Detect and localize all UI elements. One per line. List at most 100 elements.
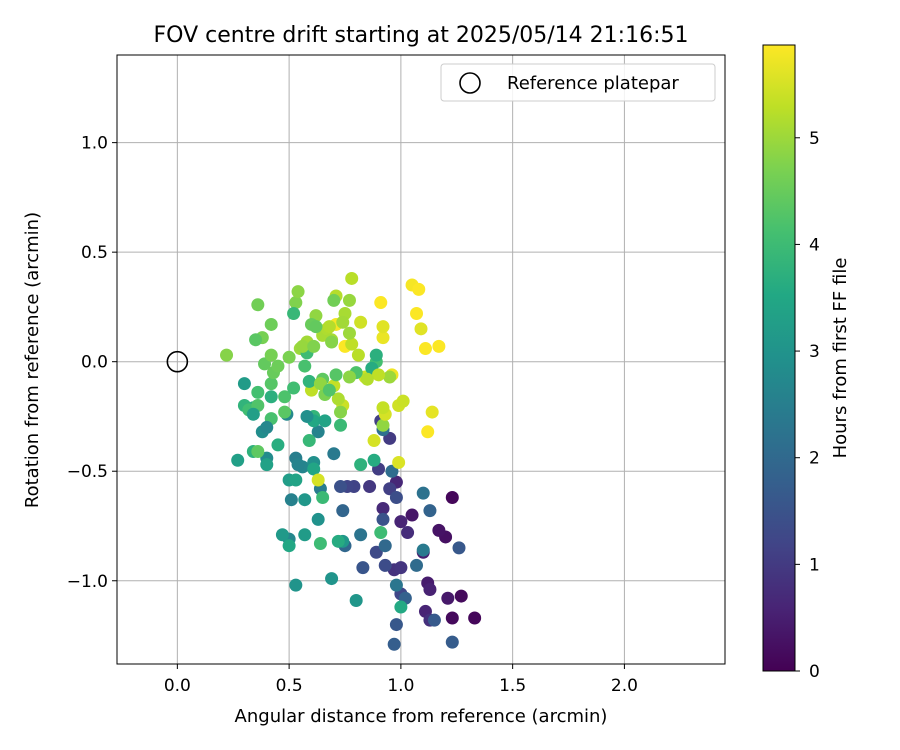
data-point [374, 526, 388, 540]
x-axis-label: Angular distance from reference (arcmin) [235, 706, 608, 727]
legend-marker [459, 72, 481, 94]
data-point [260, 420, 274, 434]
data-point [336, 315, 350, 329]
data-point [423, 583, 437, 597]
data-point [345, 337, 359, 351]
y-tick-label: 0.5 [81, 243, 108, 263]
data-point [334, 418, 348, 432]
data-point [410, 558, 424, 572]
data-point [342, 326, 356, 340]
data-point [311, 473, 325, 487]
data-point [334, 405, 348, 419]
data-point [322, 383, 336, 397]
data-point [287, 381, 301, 395]
data-point [367, 434, 381, 448]
data-point [374, 296, 388, 310]
y-tick-label: −0.5 [67, 462, 108, 482]
data-point [376, 501, 390, 515]
colorbar-tick-label: 2 [809, 449, 820, 469]
data-point [331, 534, 345, 548]
data-point [416, 543, 430, 557]
data-point [302, 374, 316, 388]
data-point [452, 541, 466, 555]
colorbar-label: Hours from first FF file [830, 258, 851, 459]
data-point [331, 392, 345, 406]
data-point [249, 333, 263, 347]
grid [117, 55, 725, 664]
data-point [369, 348, 383, 362]
data-point [414, 322, 428, 336]
data-point [351, 348, 365, 362]
data-point [275, 528, 289, 542]
data-point [445, 611, 459, 625]
data-point [284, 493, 298, 507]
data-point [354, 528, 368, 542]
data-point [264, 317, 278, 331]
data-point [264, 390, 278, 404]
data-point [329, 368, 343, 382]
x-tick-label: 1.0 [387, 676, 414, 696]
data-point [416, 486, 430, 500]
x-axis: 0.0 0.5 1.0 1.5 2.0 [164, 664, 638, 696]
data-point [389, 578, 403, 592]
colorbar: 0 1 2 3 4 5 Hours from first FF file [762, 44, 851, 682]
data-point [468, 611, 482, 625]
legend-box [440, 63, 716, 102]
data-point [385, 464, 399, 478]
data-point [396, 394, 410, 408]
data-point [342, 370, 356, 384]
data-point [405, 508, 419, 522]
data-point [289, 578, 303, 592]
data-point [410, 306, 424, 320]
data-point [278, 405, 292, 419]
data-point [311, 425, 325, 439]
data-point [369, 545, 383, 559]
x-tick-label: 1.5 [499, 676, 526, 696]
data-point [231, 453, 245, 467]
data-point [291, 285, 305, 299]
y-axis: −1.0 −0.5 0.0 0.5 1.0 [67, 134, 117, 592]
data-point [336, 504, 350, 518]
data-point [271, 359, 285, 373]
y-tick-label: −1.0 [67, 572, 108, 592]
data-point [298, 528, 312, 542]
plot-frame [116, 54, 726, 665]
colorbar-tick-label: 0 [809, 662, 820, 682]
data-point [313, 537, 327, 551]
data-point [360, 372, 374, 386]
data-point [258, 357, 272, 371]
x-tick-label: 0.5 [276, 676, 303, 696]
data-point [354, 458, 368, 472]
data-point [383, 482, 397, 496]
data-point [251, 298, 265, 312]
data-point [454, 589, 468, 603]
reference-platepar-marker [166, 350, 189, 373]
data-point [264, 348, 278, 362]
data-point [271, 438, 285, 452]
data-point [418, 342, 432, 356]
data-point [392, 455, 406, 469]
data-point [251, 385, 265, 399]
data-point [383, 431, 397, 445]
data-point [421, 425, 435, 439]
data-point [376, 320, 390, 334]
data-point [445, 635, 459, 649]
x-tick-label: 0.0 [164, 676, 191, 696]
data-point [367, 453, 381, 467]
data-point [307, 462, 321, 476]
data-point [334, 480, 348, 494]
data-point [376, 512, 390, 526]
colorbar-ticks: 0 1 2 3 4 5 [795, 129, 820, 682]
data-point [378, 539, 392, 553]
data-point [278, 390, 292, 404]
colorbar-tick-label: 5 [809, 129, 820, 149]
data-point [318, 414, 332, 428]
data-point [311, 512, 325, 526]
data-point [432, 339, 446, 353]
data-points [220, 271, 482, 651]
data-point [412, 282, 426, 296]
data-point [345, 271, 359, 285]
data-point [394, 561, 408, 575]
data-point [389, 491, 403, 505]
data-point [260, 458, 274, 472]
